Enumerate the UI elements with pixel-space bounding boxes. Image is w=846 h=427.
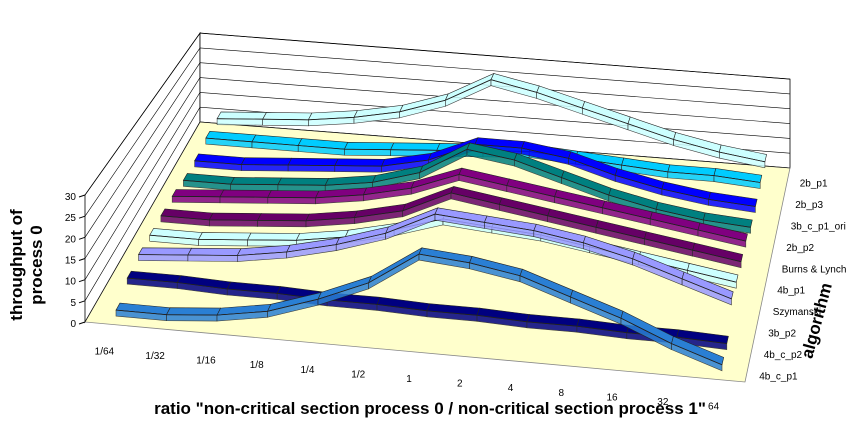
grid-line xyxy=(84,106,791,301)
ribbon-top xyxy=(277,177,330,186)
ribbon-top xyxy=(166,307,222,316)
y-tick-label: 0 xyxy=(70,319,76,330)
ribbon-side xyxy=(287,164,336,172)
grid-line xyxy=(84,47,791,217)
ribbon-top xyxy=(262,112,313,121)
grid-line xyxy=(84,32,791,196)
ribbon-top xyxy=(137,247,193,256)
ribbon-side xyxy=(230,183,279,192)
ribbon-top xyxy=(216,111,268,120)
x-tick-label: 1/8 xyxy=(250,360,264,371)
ribbon-top xyxy=(390,142,441,151)
x-tick-label: 1/32 xyxy=(145,351,165,362)
y-tick-label: 15 xyxy=(65,256,77,267)
series-line xyxy=(115,253,723,366)
ribbon-side xyxy=(171,195,221,204)
x-tick-label: 64 xyxy=(708,402,720,413)
ribbon-side xyxy=(334,165,382,173)
series xyxy=(216,72,767,169)
ribbon-side xyxy=(257,220,307,228)
y-tick xyxy=(78,321,86,325)
legend-label: 2b_p2 xyxy=(786,243,814,254)
grid-line xyxy=(84,62,791,238)
y-tick-label: 10 xyxy=(65,277,77,288)
ribbon-top xyxy=(257,213,310,222)
legend-label: 4b_c_p1 xyxy=(759,371,798,382)
legend-label: Szymanski xyxy=(773,307,821,318)
y-axis-title: process 0 xyxy=(27,225,46,304)
legend-label: Burns & Lynch xyxy=(782,264,846,275)
ribbon-top xyxy=(334,158,386,167)
y-tick-label: 25 xyxy=(65,213,77,224)
ribbon-top xyxy=(247,232,301,241)
y-tick-label: 20 xyxy=(65,234,77,245)
legend-label: 4b_c_p2 xyxy=(764,350,803,361)
x-tick-label: 8 xyxy=(559,388,565,399)
y-tick xyxy=(78,300,86,304)
x-tick-label: 1/64 xyxy=(95,346,115,357)
series xyxy=(171,167,748,248)
ribbon-side xyxy=(187,254,238,262)
series xyxy=(160,185,744,269)
y-tick xyxy=(78,236,86,240)
ribbon-top xyxy=(171,189,225,198)
series-line xyxy=(160,192,742,263)
y-tick xyxy=(78,215,86,219)
ribbon-top xyxy=(287,157,339,166)
ribbon-side xyxy=(241,164,289,172)
x-tick-label: 16 xyxy=(607,392,619,403)
grid-line xyxy=(84,121,791,323)
ribbon-side xyxy=(219,196,269,204)
series-line xyxy=(217,79,765,163)
ribbon-top xyxy=(198,232,252,241)
y-tick-label: 5 xyxy=(70,298,76,309)
x-tick-label: 4 xyxy=(508,383,514,394)
series-line xyxy=(138,213,732,300)
ribbon-top xyxy=(187,247,242,256)
legend-label: 2b_p1 xyxy=(800,179,828,190)
y-tick xyxy=(78,194,86,198)
y-tick xyxy=(78,279,86,283)
y-tick-label: 30 xyxy=(65,192,77,203)
ribbon-top xyxy=(219,189,272,198)
ribbon-side xyxy=(198,239,248,247)
series xyxy=(115,247,725,372)
x-tick-label: 2 xyxy=(457,379,463,390)
ribbon-side xyxy=(209,219,258,227)
y-tick xyxy=(78,258,86,261)
legend-label: 2b_p3 xyxy=(795,200,823,211)
grid-line xyxy=(84,92,791,280)
series-line xyxy=(172,174,746,242)
x-tick-label: 1/16 xyxy=(196,356,216,367)
series-line xyxy=(183,148,751,228)
ribbon-side xyxy=(262,118,309,127)
y-axis-title: throughput of xyxy=(7,209,26,321)
x-axis-title: ratio "non-critical section process 0 / … xyxy=(154,399,706,418)
legend-label: 3b_p2 xyxy=(768,329,796,340)
ribbon-side xyxy=(267,196,316,205)
legend-label: 4b_p1 xyxy=(777,286,805,297)
ribbon-top xyxy=(230,177,282,186)
series xyxy=(137,207,734,306)
ribbon-top xyxy=(267,190,320,199)
legend-label: 3b_c_p1_orig xyxy=(791,222,846,233)
ribbon-top xyxy=(240,157,293,166)
x-tick-label: 1 xyxy=(406,374,412,385)
ribbon-side xyxy=(216,118,264,126)
series-line xyxy=(127,277,727,344)
ribbon-side xyxy=(138,254,189,262)
x-tick-label: 32 xyxy=(657,397,669,408)
ribbon-top xyxy=(343,141,395,151)
ribbon-side xyxy=(166,314,218,322)
ribbon-side xyxy=(277,184,326,192)
x-tick-label: 1/4 xyxy=(301,365,315,376)
x-tick-label: 1/2 xyxy=(351,369,365,380)
ribbon-side xyxy=(344,148,391,157)
ribbon-top xyxy=(208,212,262,221)
